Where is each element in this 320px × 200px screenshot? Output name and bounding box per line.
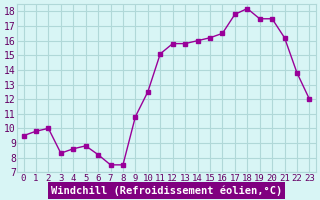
- X-axis label: Windchill (Refroidissement éolien,°C): Windchill (Refroidissement éolien,°C): [51, 185, 282, 196]
